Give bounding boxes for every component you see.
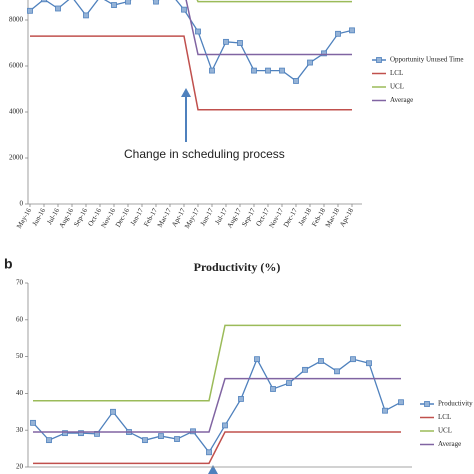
data-point xyxy=(181,6,187,13)
data-point xyxy=(55,5,61,12)
data-point xyxy=(321,50,327,57)
data-point xyxy=(366,360,372,367)
data-point xyxy=(223,38,229,45)
data-point xyxy=(237,40,243,46)
annotation: Change in scheduling process xyxy=(124,147,285,161)
x-tick-label: May-17 xyxy=(183,206,201,230)
data-point xyxy=(251,67,257,74)
data-point xyxy=(222,422,228,429)
x-tick-label: Dec-17 xyxy=(282,206,299,228)
legend-marker xyxy=(376,57,382,63)
legend-label: Average xyxy=(390,96,413,104)
data-point xyxy=(41,0,47,3)
data-point xyxy=(158,433,164,439)
legend-label: Opportunity Unused Time xyxy=(390,56,464,64)
series-line xyxy=(33,377,401,433)
data-point xyxy=(30,419,36,426)
legend-label: LCL xyxy=(390,69,403,77)
y-tick-label: 20 xyxy=(16,463,24,471)
series-line xyxy=(30,35,352,111)
legend-label: Average xyxy=(438,440,461,448)
y-tick-label: 60 xyxy=(16,315,24,323)
arrow-head xyxy=(208,465,218,474)
data-point xyxy=(307,59,313,66)
x-tick-label: Apr-18 xyxy=(338,206,355,228)
x-tick-label: Aug-17 xyxy=(226,206,244,229)
data-point xyxy=(279,67,285,74)
x-tick-label: Jun-16 xyxy=(31,206,48,227)
data-point xyxy=(293,78,299,84)
legend-label: UCL xyxy=(438,427,452,435)
data-point xyxy=(83,12,89,19)
data-point xyxy=(318,358,324,364)
data-point xyxy=(302,366,308,373)
x-tick-label: Jun-17 xyxy=(199,206,216,227)
data-point xyxy=(46,437,52,444)
data-point xyxy=(195,28,201,35)
series-line xyxy=(196,0,352,3)
data-point xyxy=(270,386,276,392)
data-point xyxy=(335,30,341,37)
y-tick-label: 40 xyxy=(16,389,24,397)
data-point xyxy=(334,368,340,375)
y-tick-label: 8000 xyxy=(9,16,24,24)
data-point xyxy=(110,408,116,415)
data-point xyxy=(78,430,84,437)
data-point xyxy=(349,27,355,34)
data-point xyxy=(350,356,356,363)
data-point xyxy=(286,380,292,386)
y-tick-label: 70 xyxy=(16,279,24,287)
legend-label: LCL xyxy=(438,413,451,421)
data-point xyxy=(153,0,159,5)
series-line xyxy=(33,431,401,465)
series-line xyxy=(33,324,401,402)
legend-label: UCL xyxy=(390,83,404,91)
panel-label: b xyxy=(4,256,13,272)
y-tick-label: 30 xyxy=(16,426,24,434)
data-point xyxy=(111,2,117,8)
chart-title: Productivity (%) xyxy=(194,260,281,274)
x-tick-label: Aug-16 xyxy=(58,206,76,229)
legend-label: Productivity xyxy=(438,400,473,408)
data-point xyxy=(62,430,68,437)
data-point xyxy=(27,7,33,14)
data-point xyxy=(254,356,260,363)
data-point xyxy=(398,399,404,406)
data-point xyxy=(174,436,180,442)
data-point xyxy=(142,437,148,444)
x-tick-label: Dec-16 xyxy=(114,206,131,228)
y-tick-label: 0 xyxy=(20,200,24,208)
y-tick-label: 50 xyxy=(16,352,24,360)
y-tick-label: 4000 xyxy=(9,108,24,116)
data-point xyxy=(209,67,215,74)
series-line xyxy=(185,0,352,56)
data-point xyxy=(206,449,212,456)
data-point xyxy=(265,67,271,74)
arrow-head xyxy=(181,88,191,97)
data-point xyxy=(382,407,388,414)
x-tick-label: May-16 xyxy=(15,206,33,230)
data-point xyxy=(238,396,244,402)
y-tick-label: 6000 xyxy=(9,62,24,70)
data-point xyxy=(125,0,131,5)
y-tick-label: 2000 xyxy=(9,154,24,162)
legend-marker xyxy=(424,401,430,407)
series-line xyxy=(29,0,353,82)
